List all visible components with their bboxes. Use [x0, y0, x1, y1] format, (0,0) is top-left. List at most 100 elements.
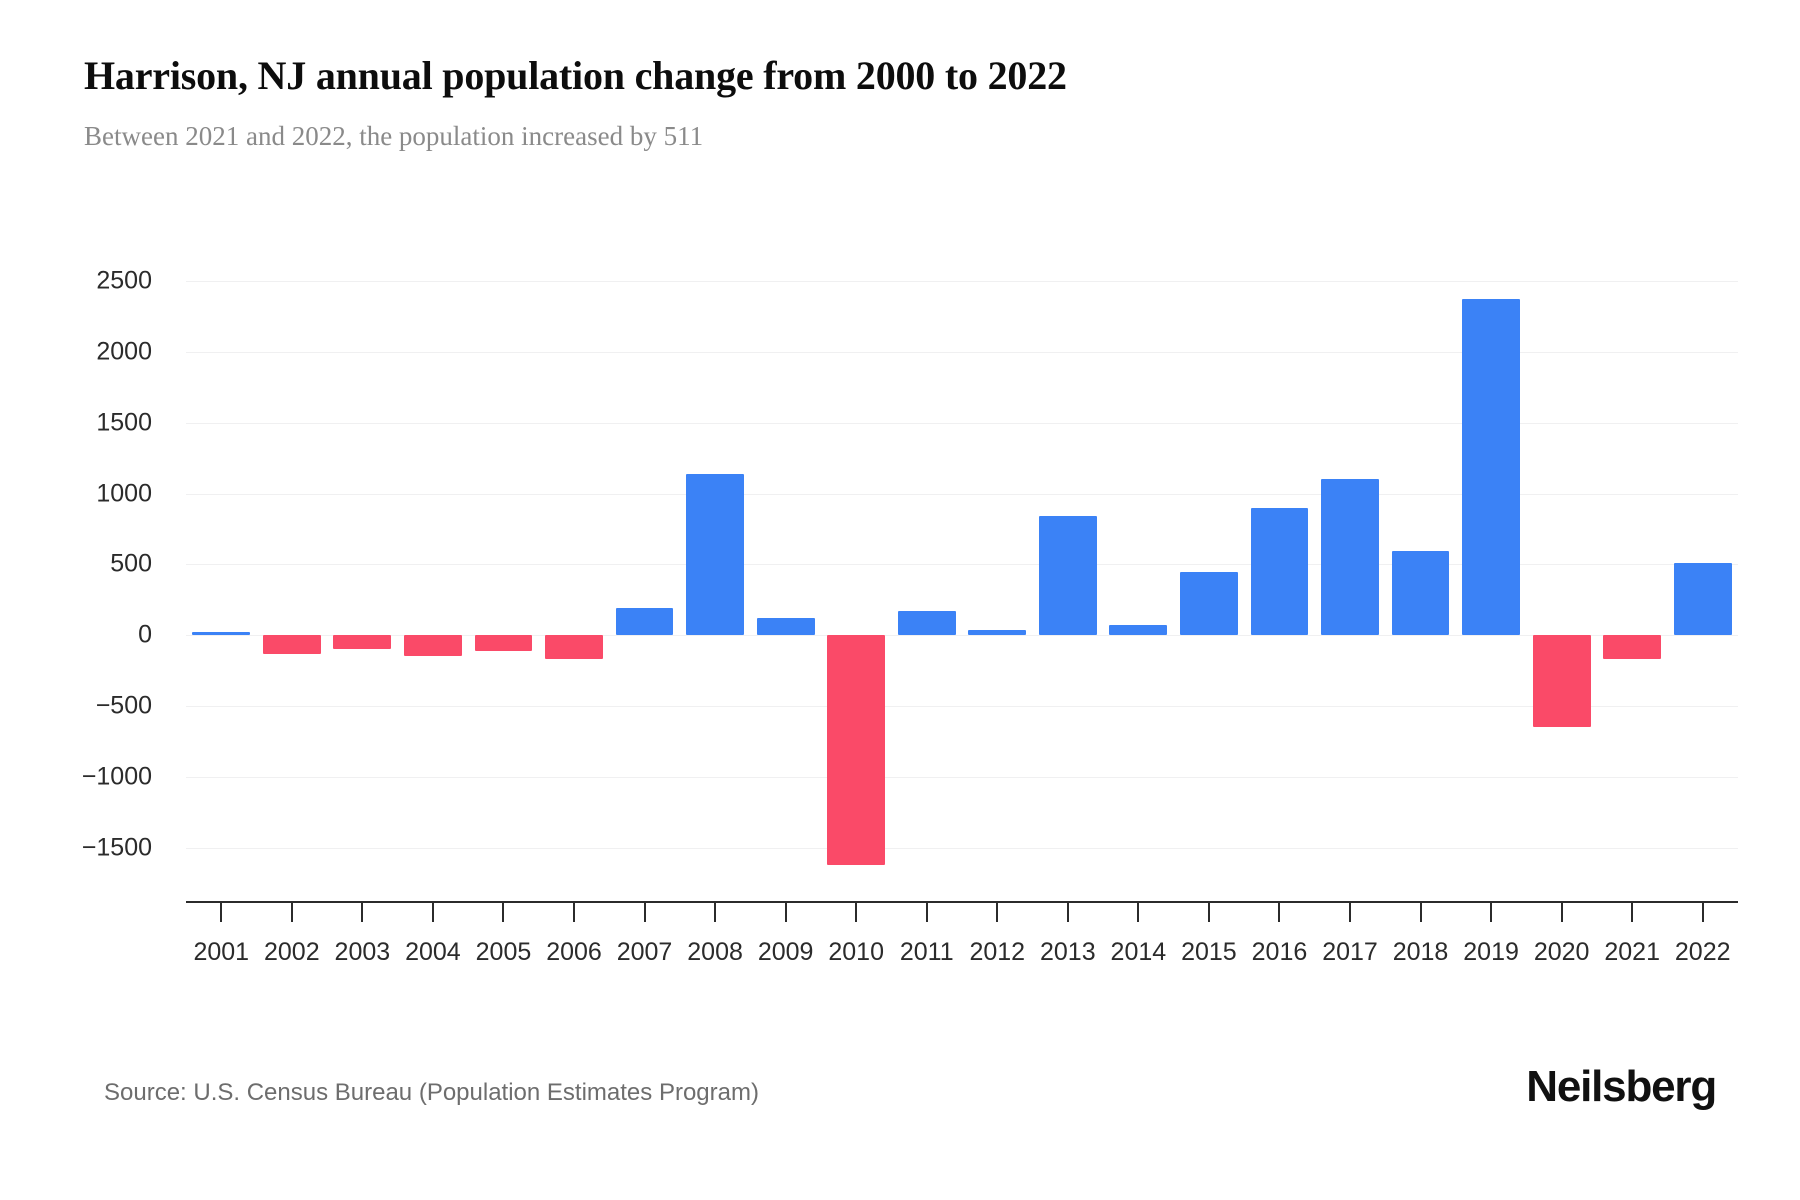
x-axis-tick — [784, 903, 787, 922]
x-axis-tick-label: 2003 — [334, 938, 391, 966]
x-axis-tick — [1631, 903, 1634, 922]
gridline — [186, 493, 1738, 495]
bar[interactable] — [1321, 479, 1379, 636]
bar[interactable] — [968, 629, 1027, 636]
bar-slot — [257, 281, 328, 901]
bar-slot — [891, 281, 962, 901]
bar[interactable] — [1038, 516, 1097, 636]
bar[interactable] — [1673, 562, 1732, 636]
chart-subtitle: Between 2021 and 2022, the population in… — [84, 121, 704, 151]
bar[interactable] — [897, 611, 956, 636]
bar-series — [186, 281, 1738, 901]
bar-slot — [1033, 281, 1104, 901]
bar[interactable] — [686, 474, 744, 636]
x-axis-tick-label: 2013 — [1040, 938, 1096, 966]
bar-slot — [1597, 281, 1668, 901]
y-axis-tick-label: −1500 — [81, 833, 152, 862]
gridline — [186, 706, 1738, 708]
zero-line — [186, 635, 1738, 637]
x-axis-tick — [1419, 903, 1422, 922]
x-axis-tick-label: 2019 — [1463, 938, 1519, 966]
bar[interactable] — [615, 608, 674, 636]
bar-slot — [680, 281, 751, 901]
bar-slot — [539, 281, 610, 901]
x-axis-tick — [1066, 903, 1069, 922]
x-axis-tick-label: 2006 — [546, 938, 602, 966]
x-axis-tick-label: 2020 — [1533, 938, 1590, 966]
x-axis-tick-label: 2016 — [1251, 938, 1308, 966]
x-axis-tick — [1349, 903, 1351, 922]
bar[interactable] — [756, 617, 815, 636]
gridline — [186, 777, 1738, 778]
bar[interactable] — [1462, 298, 1520, 636]
x-axis-line — [186, 901, 1738, 903]
x-axis-tick — [643, 903, 646, 922]
bar[interactable] — [192, 631, 251, 636]
bar[interactable] — [1532, 635, 1591, 727]
bar-slot — [327, 281, 398, 901]
bar-slot — [750, 281, 821, 901]
y-axis-tick-label: −1000 — [81, 762, 152, 791]
gridline — [186, 847, 1738, 849]
x-axis-tick — [220, 903, 223, 922]
x-axis-tick — [996, 903, 999, 922]
y-axis-tick-label: 2000 — [96, 337, 152, 366]
x-axis-tick-label: 2014 — [1110, 938, 1167, 966]
source-note: Source: U.S. Census Bureau (Population E… — [104, 1079, 759, 1106]
bar-slot — [609, 281, 680, 901]
y-axis-tick-label: 0 — [138, 620, 152, 649]
x-axis-tick — [1137, 903, 1140, 922]
x-axis-tick — [925, 903, 928, 922]
x-axis-tick-label: 2017 — [1322, 938, 1378, 966]
bar[interactable] — [262, 635, 321, 655]
y-axis-tick-label: 500 — [110, 549, 152, 578]
x-axis-tick-label: 2010 — [828, 938, 884, 966]
x-axis-tick-label: 2005 — [475, 938, 532, 966]
plot-area — [186, 281, 1738, 901]
x-axis-tick-label: 2015 — [1181, 938, 1237, 966]
bar-slot — [186, 281, 257, 901]
gridline — [186, 422, 1738, 424]
bar[interactable] — [474, 635, 533, 652]
bar[interactable] — [1179, 571, 1238, 636]
x-axis-tick — [714, 903, 717, 922]
x-axis-tick-label: 2004 — [405, 938, 461, 966]
x-axis-tick — [1207, 903, 1210, 922]
gridline — [186, 351, 1738, 353]
bar-slot — [1667, 281, 1738, 901]
bar-slot — [962, 281, 1033, 901]
bar[interactable] — [1603, 635, 1662, 660]
x-axis-tick-label: 2009 — [757, 938, 814, 966]
y-axis-tick-label: 1500 — [96, 408, 152, 437]
bar-slot — [1174, 281, 1245, 901]
x-axis-tick-label: 2018 — [1392, 938, 1449, 966]
x-axis-tick — [855, 903, 858, 922]
x-axis-tick-label: 2008 — [687, 938, 743, 966]
bar-slot — [1456, 281, 1527, 901]
x-axis-tick-label: 2021 — [1604, 938, 1660, 966]
bar-slot — [1315, 281, 1386, 901]
bar[interactable] — [1250, 507, 1309, 636]
bar-slot — [1244, 281, 1315, 901]
x-axis-tick-label: 2002 — [264, 938, 320, 966]
gridline — [186, 281, 1738, 282]
bar[interactable] — [1109, 624, 1168, 636]
bar[interactable] — [827, 635, 886, 865]
bar[interactable] — [545, 635, 603, 660]
x-axis-tick — [573, 903, 575, 922]
bar[interactable] — [403, 635, 462, 657]
bar-slot — [398, 281, 469, 901]
gridline — [186, 564, 1738, 566]
bar[interactable] — [1391, 550, 1450, 636]
bar[interactable] — [333, 635, 392, 650]
bar-slot — [1103, 281, 1174, 901]
y-axis-tick-label: 2500 — [96, 266, 152, 295]
x-axis-tick — [290, 903, 293, 922]
x-axis-tick — [1701, 903, 1704, 922]
y-axis-tick-label: 1000 — [96, 479, 152, 508]
x-axis-ticks — [186, 903, 1738, 923]
x-axis-tick-label: 2022 — [1674, 938, 1731, 966]
x-axis-tick — [1278, 903, 1281, 922]
bar-slot — [821, 281, 892, 901]
x-axis-tick — [431, 903, 434, 922]
